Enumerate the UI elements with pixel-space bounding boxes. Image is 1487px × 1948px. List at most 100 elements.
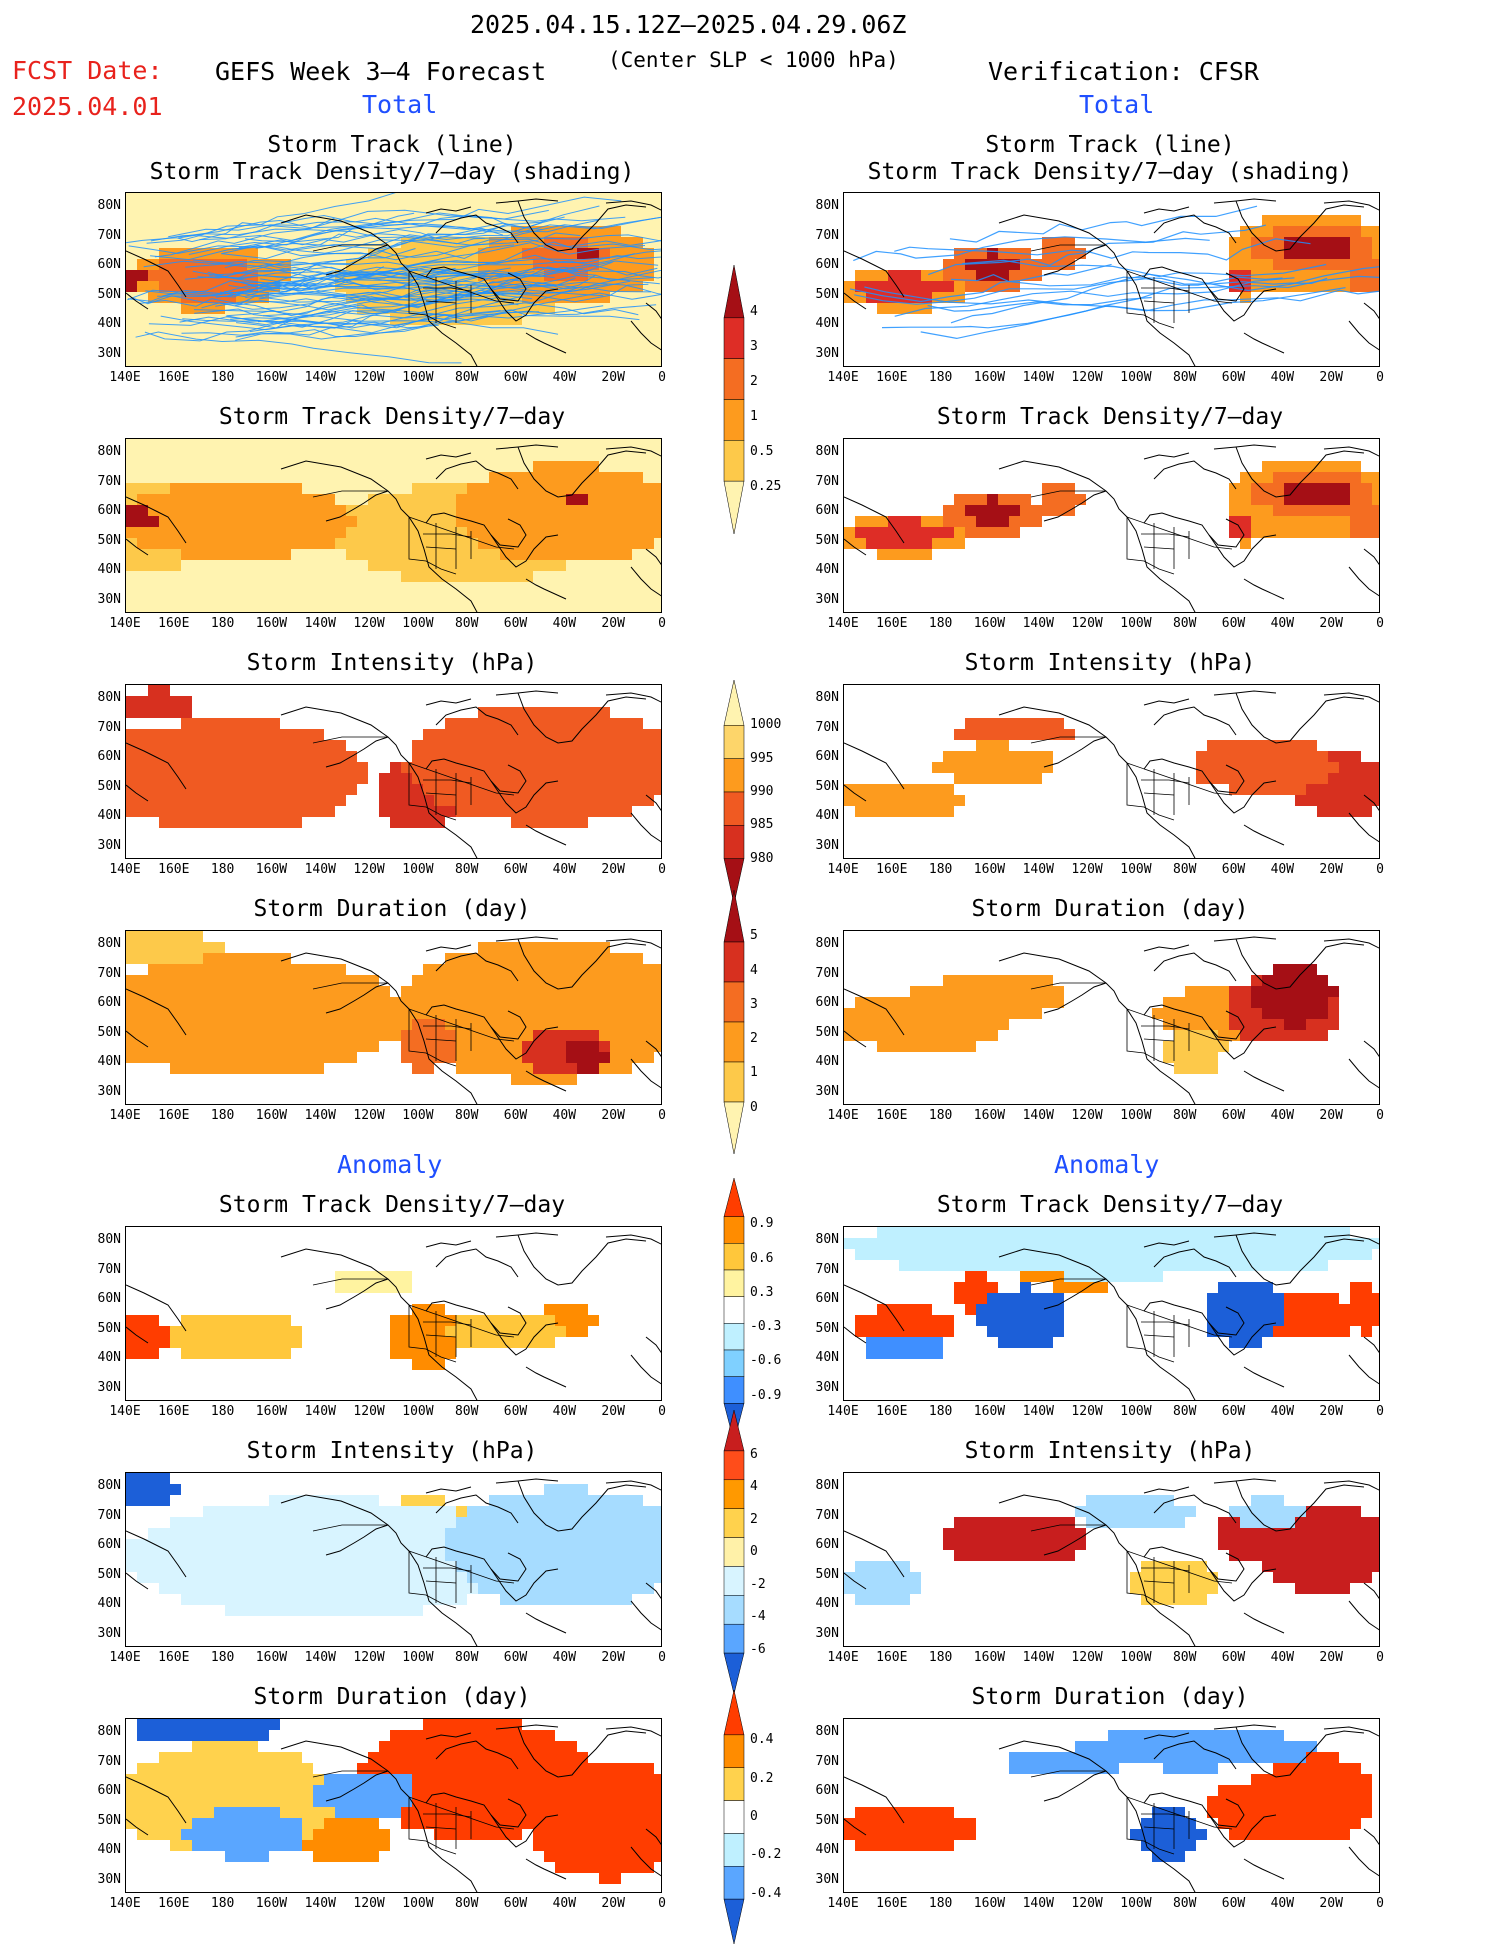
- shading-cell: [324, 450, 335, 461]
- shading-cell: [225, 347, 236, 358]
- shading-cell: [214, 1572, 225, 1583]
- shading-cell: [555, 707, 566, 718]
- shading-cell: [577, 494, 588, 505]
- shading-cell: [566, 1008, 577, 1019]
- shading-cell: [588, 1528, 599, 1539]
- shading-cell: [214, 1337, 225, 1348]
- shading-cell: [1020, 729, 1031, 740]
- shading-cell: [643, 784, 654, 795]
- shading-cell: [621, 1550, 632, 1561]
- shading-cell: [588, 1583, 599, 1594]
- shading-cell: [555, 549, 566, 560]
- shading-cell: [1251, 259, 1262, 270]
- shading-cell: [1262, 226, 1273, 237]
- shading-cell: [313, 773, 324, 784]
- shading-cell: [1262, 1359, 1273, 1370]
- shading-cell: [544, 538, 555, 549]
- shading-cell: [390, 762, 401, 773]
- coastline: [1214, 199, 1276, 203]
- shading-cell: [866, 1249, 877, 1260]
- shading-cell: [511, 1594, 522, 1605]
- shading-cell: [965, 1304, 976, 1315]
- shading-cell: [335, 472, 346, 483]
- shading-cell: [247, 1019, 258, 1030]
- shading-cell: [1163, 1381, 1174, 1392]
- shading-cell: [588, 204, 599, 215]
- shading-cell: [1306, 1315, 1317, 1326]
- shading-cell: [588, 527, 599, 538]
- shading-cell: [478, 439, 489, 450]
- shading-cell: [225, 795, 236, 806]
- shading-cell: [910, 1238, 921, 1249]
- shading-cell: [632, 729, 643, 740]
- shading-cell: [632, 1528, 643, 1539]
- shading-cell: [1240, 1381, 1251, 1392]
- shading-cell: [170, 817, 181, 828]
- shading-cell: [1075, 1304, 1086, 1315]
- shading-cell: [302, 975, 313, 986]
- shading-cell: [1251, 1238, 1262, 1249]
- shading-cell: [478, 1326, 489, 1337]
- shading-cell: [533, 773, 544, 784]
- shading-cell: [1306, 975, 1317, 986]
- shading-cell: [888, 784, 899, 795]
- shading-cell: [621, 1517, 632, 1528]
- shading-cell: [467, 975, 478, 986]
- shading-cell: [1306, 1008, 1317, 1019]
- shading-cell: [1328, 516, 1339, 527]
- shading-cell: [577, 527, 588, 538]
- shading-cell: [577, 1304, 588, 1315]
- shading-cell: [181, 347, 192, 358]
- shading-cell: [1317, 1326, 1328, 1337]
- shading-cell: [1317, 248, 1328, 259]
- map-shading: [844, 931, 1380, 1105]
- shading-cell: [390, 1528, 401, 1539]
- shading-cell: [1317, 762, 1328, 773]
- shading-cell: [877, 1282, 888, 1293]
- shading-cell: [390, 527, 401, 538]
- shading-cell: [203, 560, 214, 571]
- shading-cell: [998, 1238, 1009, 1249]
- shading-cell: [291, 270, 302, 281]
- shading-cell: [280, 358, 291, 367]
- shading-cell: [965, 1008, 976, 1019]
- shading-cell: [379, 1030, 390, 1041]
- shading-cell: [566, 538, 577, 549]
- shading-cell: [137, 931, 148, 942]
- shading-cell: [588, 461, 599, 472]
- shading-cell: [610, 806, 621, 817]
- shading-cell: [269, 527, 280, 538]
- shading-cell: [1207, 1063, 1218, 1074]
- shading-cell: [1262, 1249, 1273, 1260]
- shading-cell: [588, 494, 599, 505]
- shading-cell: [346, 483, 357, 494]
- shading-cell: [148, 494, 159, 505]
- shading-cell: [137, 986, 148, 997]
- shading-cell: [126, 1052, 137, 1063]
- coastline: [1349, 321, 1380, 351]
- shading-cell: [258, 975, 269, 986]
- shading-cell: [500, 483, 511, 494]
- shading-cell: [1240, 997, 1251, 1008]
- shading-cell: [932, 538, 943, 549]
- shading-cell: [1262, 472, 1273, 483]
- shading-cell: [258, 1517, 269, 1528]
- shading-cell: [1328, 1293, 1339, 1304]
- shading-cell: [434, 1528, 445, 1539]
- shading-cell: [159, 964, 170, 975]
- shading-cell: [247, 505, 258, 516]
- shading-cell: [566, 1030, 577, 1041]
- shading-cell: [1031, 1304, 1042, 1315]
- shading-cell: [181, 1348, 192, 1359]
- shading-cell: [500, 248, 511, 259]
- shading-cell: [170, 1484, 181, 1495]
- shading-cell: [247, 964, 258, 975]
- shading-cell: [412, 560, 423, 571]
- shading-cell: [610, 1550, 621, 1561]
- shading-cell: [511, 505, 522, 516]
- shading-cell: [346, 1583, 357, 1594]
- shading-cell: [533, 762, 544, 773]
- shading-cell: [533, 1561, 544, 1572]
- shading-cell: [258, 204, 269, 215]
- shading-cell: [910, 1008, 921, 1019]
